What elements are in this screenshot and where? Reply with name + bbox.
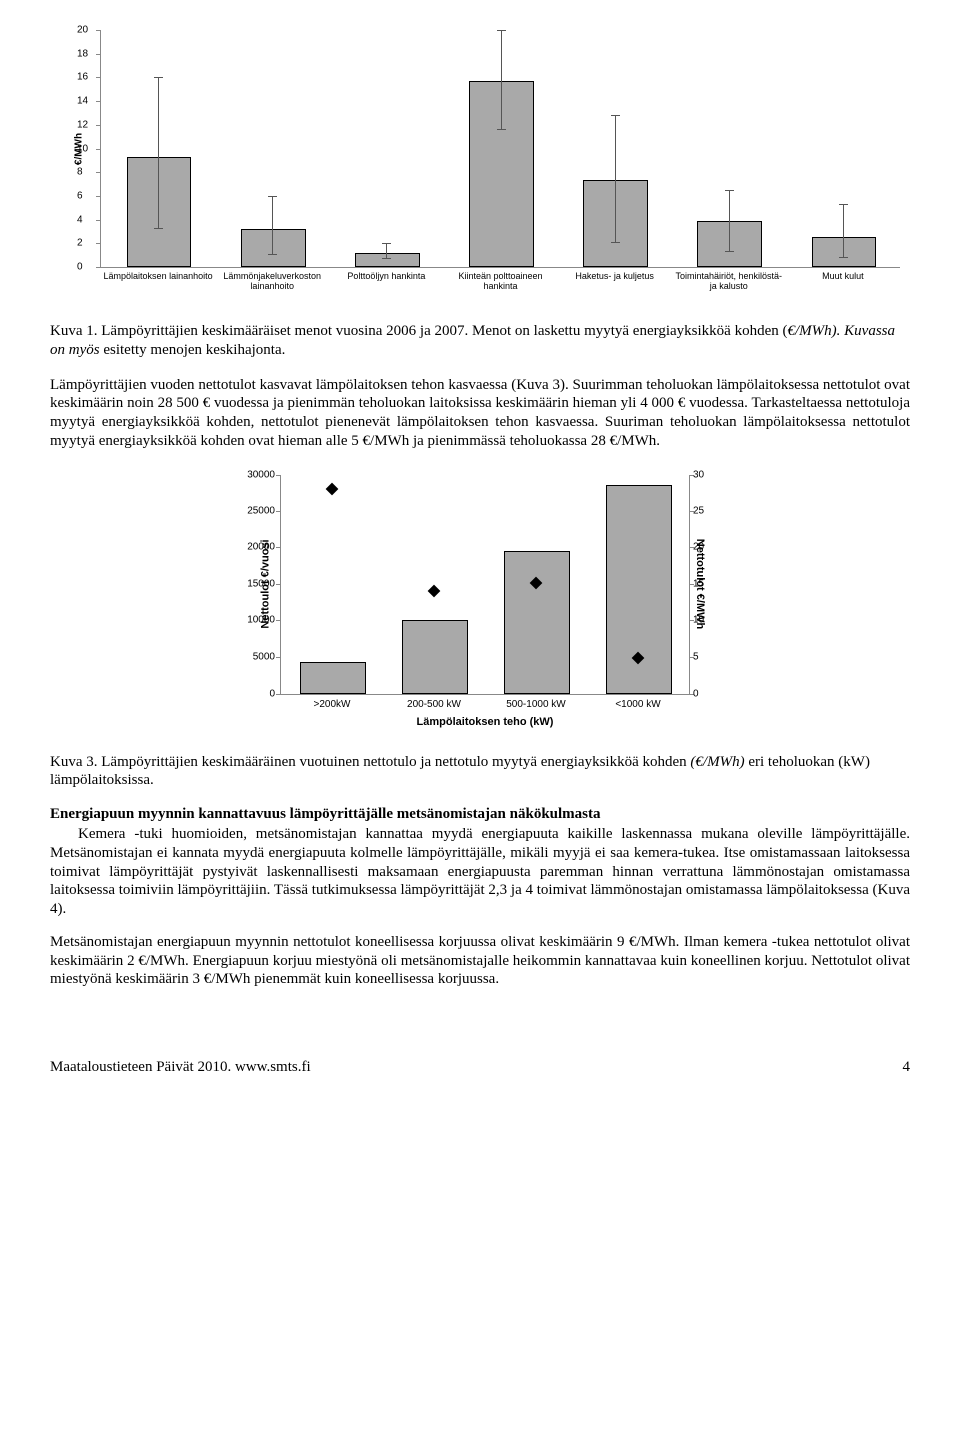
chart1-errorbar	[386, 243, 387, 258]
chart1-errorbar	[843, 204, 844, 257]
chart2-yticklabel-right: 20	[693, 542, 715, 553]
chart1-yticklabel: 10	[77, 143, 88, 154]
chart1-xticklabel: Muut kulut	[786, 267, 900, 281]
chart2-bar	[504, 551, 569, 693]
chart2-point	[428, 585, 441, 598]
chart2-yticklabel-left: 0	[237, 688, 275, 699]
chart2-yticklabel-right: 5	[693, 652, 715, 663]
caption1-tail: esitetty menojen keskihajonta.	[100, 342, 286, 358]
chart1-xticklabel: Lämpölaitoksen lainanhoito	[101, 267, 215, 281]
chart1-errorbar	[158, 77, 159, 229]
caption1: Kuva 1. Lämpöyrittäjien keskimääräiset m…	[50, 322, 910, 360]
page-footer: Maataloustieteen Päivät 2010. www.smts.f…	[50, 1059, 910, 1076]
chart1-xticklabel: Haketus- ja kuljetus	[558, 267, 672, 281]
chart1-yticklabel: 12	[77, 119, 88, 130]
paragraph-1: Lämpöyrittäjien vuoden nettotulot kasvav…	[50, 376, 910, 451]
chart2-yticklabel-right: 25	[693, 505, 715, 516]
chart2-bar	[300, 662, 365, 693]
chart1-yticklabel: 2	[77, 238, 83, 249]
chart2-xticklabel: 500-1000 kW	[485, 694, 587, 710]
chart1-xticklabel: Lämmönjakeluverkoston lainanhoito	[215, 267, 329, 291]
chart1-yticklabel: 20	[77, 25, 88, 36]
chart1-errorbar	[729, 190, 730, 252]
chart2-yticklabel-left: 10000	[237, 615, 275, 626]
chart2-bar	[402, 620, 467, 693]
chart1-xticklabel: Kiinteän polttoaineen hankinta	[443, 267, 557, 291]
chart2-yticklabel-left: 15000	[237, 579, 275, 590]
chart2-yticklabel-left: 25000	[237, 505, 275, 516]
chart1-xticklabel: Polttoöljyn hankinta	[329, 267, 443, 281]
caption1-text: Lämpöyrittäjien keskimääräiset menot vuo…	[98, 323, 788, 339]
caption1-label: Kuva 1.	[50, 323, 98, 339]
chart1-yticklabel: 16	[77, 72, 88, 83]
paragraph-3: Metsänomistajan energiapuun myynnin nett…	[50, 933, 910, 989]
chart1-errorbar	[272, 196, 273, 255]
chart2-yticklabel-right: 0	[693, 688, 715, 699]
chart2-yticklabel-right: 15	[693, 579, 715, 590]
caption2: Kuva 3. Lämpöyrittäjien keskimääräinen v…	[50, 753, 910, 791]
chart1-yticklabel: 18	[77, 48, 88, 59]
chart2-xticklabel: <1000 kW	[587, 694, 689, 710]
chart1-yticklabel: 4	[77, 214, 83, 225]
footer-right: 4	[903, 1059, 911, 1076]
caption2-text: Lämpöyrittäjien keskimääräinen vuotuinen…	[98, 754, 691, 770]
chart2: Nettoulot €/vuosi Nettotulot €/MWh Lämpö…	[210, 465, 750, 745]
section-heading: Energiapuun myynnin kannattavuus lämpöyr…	[50, 806, 910, 823]
chart2-yticklabel-left: 5000	[237, 652, 275, 663]
chart2-xticklabel: 200-500 kW	[383, 694, 485, 710]
chart1-yticklabel: 14	[77, 96, 88, 107]
chart2-yticklabel-right: 30	[693, 469, 715, 480]
chart1-errorbar	[501, 30, 502, 130]
footer-left: Maataloustieteen Päivät 2010. www.smts.f…	[50, 1059, 311, 1076]
chart1-yticklabel: 6	[77, 190, 83, 201]
caption2-label: Kuva 3.	[50, 754, 98, 770]
chart1-xticklabel: Toimintahäiriöt, henkilöstä- ja kalusto	[672, 267, 786, 291]
chart2-yticklabel-left: 20000	[237, 542, 275, 553]
chart2-yticklabel-left: 30000	[237, 469, 275, 480]
chart1: €/MWh 02468101214161820Lämpölaitoksen la…	[60, 30, 910, 310]
chart1-yticklabel: 0	[77, 262, 83, 273]
caption2-italic: (€/MWh)	[690, 754, 744, 770]
chart1-errorbar	[615, 115, 616, 243]
chart1-yticklabel: 8	[77, 167, 83, 178]
chart2-yticklabel-right: 10	[693, 615, 715, 626]
chart2-xticklabel: >200kW	[281, 694, 383, 710]
chart2-point	[326, 483, 339, 496]
paragraph-2: Kemera -tuki huomioiden, metsänomistajan…	[50, 825, 910, 919]
chart2-xlabel: Lämpölaitoksen teho (kW)	[281, 716, 689, 728]
